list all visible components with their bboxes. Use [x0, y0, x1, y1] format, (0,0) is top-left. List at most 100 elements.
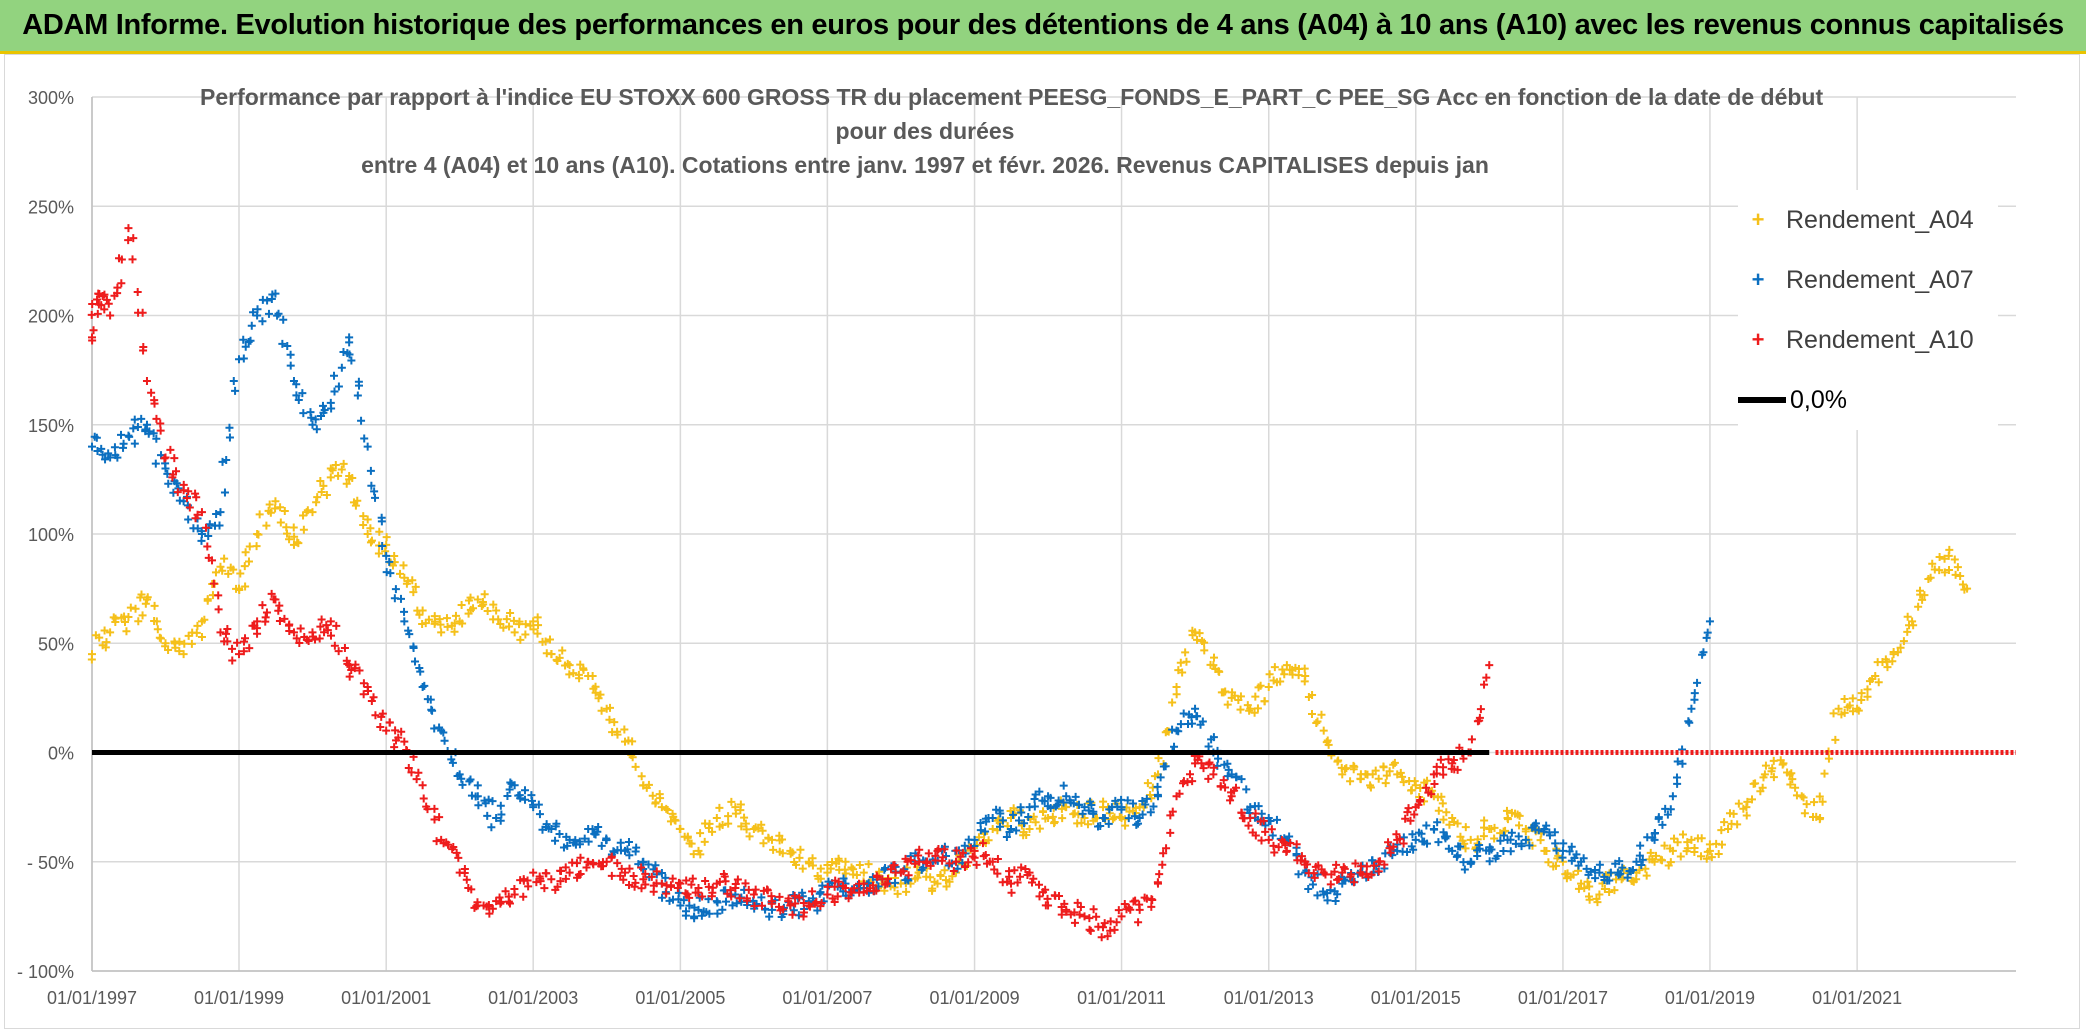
- series-rendement-a04-point: [502, 615, 511, 624]
- series-rendement-a10-point: [317, 615, 326, 624]
- series-rendement-a04-point: [1785, 770, 1794, 779]
- series-rendement-a04-point: [1863, 692, 1872, 701]
- series-rendement-a04-point: [1181, 648, 1190, 657]
- series-rendement-a10-point: [1237, 808, 1246, 817]
- series-rendement-a04-point: [913, 873, 922, 882]
- series-rendement-a10-point: [1126, 905, 1135, 914]
- series-rendement-a04-point: [337, 465, 346, 474]
- series-rendement-a04-point: [478, 598, 487, 607]
- series-rendement-a04-point: [1276, 677, 1285, 686]
- series-rendement-a04-point: [1914, 602, 1923, 611]
- series-rendement-a04-point: [902, 887, 911, 896]
- series-rendement-a04-point: [1690, 844, 1699, 853]
- x-tick-label: 01/01/2001: [341, 988, 431, 1008]
- series-rendement-a04-point: [1250, 708, 1259, 717]
- series-rendement-a07-point: [1591, 874, 1600, 883]
- series-rendement-a07-point: [1636, 841, 1645, 850]
- series-rendement-a07-point: [981, 827, 990, 836]
- series-rendement-a07-point: [457, 774, 466, 783]
- series-rendement-a07-point: [1046, 793, 1055, 802]
- report-title: ADAM Informe. Evolution historique des p…: [22, 9, 2064, 41]
- series-rendement-a04-point: [1374, 774, 1383, 783]
- series-rendement-a10-point: [952, 846, 961, 855]
- series-rendement-a10-point: [733, 875, 742, 884]
- series-rendement-a07-point: [1074, 800, 1083, 809]
- series-rendement-a04-point: [769, 845, 778, 854]
- series-rendement-a04-point: [443, 622, 452, 631]
- series-rendement-a04-point: [823, 868, 832, 877]
- series-rendement-a10-point: [1475, 716, 1484, 725]
- series-rendement-a07-point: [247, 321, 256, 330]
- series-rendement-a10-point: [209, 579, 218, 588]
- series-rendement-a04-point: [424, 615, 433, 624]
- series-rendement-a10-point: [1168, 807, 1177, 816]
- series-rendement-a04-point: [200, 615, 209, 624]
- series-rendement-a10-point: [371, 711, 380, 720]
- series-rendement-a10-point: [1427, 790, 1436, 799]
- series-rendement-a04-point: [767, 835, 776, 844]
- series-rendement-a07-point: [458, 780, 467, 789]
- series-rendement-a07-point: [1493, 852, 1502, 861]
- series-rendement-a04-point: [1593, 898, 1602, 907]
- series-rendement-a10-point: [1439, 763, 1448, 772]
- series-rendement-a10-point: [1340, 864, 1349, 873]
- series-rendement-a10-point: [142, 377, 151, 386]
- series-rendement-a04-point: [382, 540, 391, 549]
- series-rendement-a10-point: [1281, 841, 1290, 850]
- series-rendement-a10-point: [1453, 765, 1462, 774]
- series-rendement-a10-point: [315, 634, 324, 643]
- series-rendement-a07-point: [1149, 802, 1158, 811]
- series-rendement-a07-point: [1266, 817, 1275, 826]
- series-rendement-a10-point: [1259, 816, 1268, 825]
- series-rendement-a07-point: [377, 513, 386, 522]
- series-rendement-a07-point: [1191, 704, 1200, 713]
- series-rendement-a10-point: [460, 869, 469, 878]
- series-rendement-a07-point: [1059, 781, 1068, 790]
- series-rendement-a10-point: [915, 845, 924, 854]
- series-rendement-a10-point: [304, 637, 313, 646]
- series-rendement-a04-point: [1501, 826, 1510, 835]
- series-rendement-a07-point: [400, 607, 409, 616]
- series-rendement-a07-point: [881, 863, 890, 872]
- series-rendement-a07-point: [1123, 796, 1132, 805]
- series-rendement-a10-point: [1199, 764, 1208, 773]
- series-rendement-a10-point: [804, 901, 813, 910]
- legend-label-zero: 0,0%: [1790, 385, 1847, 414]
- series-rendement-a10-point: [168, 473, 177, 482]
- series-rendement-a04-point: [280, 507, 289, 516]
- series-rendement-a10-point: [435, 813, 444, 822]
- series-rendement-a04-point: [1195, 629, 1204, 638]
- series-rendement-a10-point: [1244, 821, 1253, 830]
- series-rendement-a04-point: [1551, 861, 1560, 870]
- series-rendement-a04-point: [718, 820, 727, 829]
- series-rendement-a07-point: [101, 455, 110, 464]
- series-rendement-a10-point: [1099, 923, 1108, 932]
- series-rendement-a07-point: [1616, 869, 1625, 878]
- series-rendement-a04-point: [1769, 756, 1778, 765]
- series-rendement-a07-point: [1699, 648, 1708, 657]
- series-rendement-a04-point: [1300, 677, 1309, 686]
- series-rendement-a10-point: [1349, 878, 1358, 887]
- series-rendement-a10-point: [915, 857, 924, 866]
- series-rendement-a10-point: [1103, 932, 1112, 941]
- series-rendement-a10-point: [100, 290, 109, 299]
- series-rendement-a04-point: [1702, 854, 1711, 863]
- series-rendement-a10-point: [1326, 880, 1335, 889]
- series-rendement-a04-point: [1831, 735, 1840, 744]
- series-rendement-a04-point: [1083, 820, 1092, 829]
- series-rendement-a10-point: [484, 902, 493, 911]
- series-rendement-a04-point: [1767, 767, 1776, 776]
- y-tick-label: 0%: [48, 744, 74, 764]
- series-rendement-a10-point: [1089, 905, 1098, 914]
- series-rendement-a04-point: [1818, 797, 1827, 806]
- series-rendement-a04-point: [138, 611, 147, 620]
- series-rendement-a04-point: [312, 498, 321, 507]
- series-rendement-a04-point: [740, 813, 749, 822]
- series-rendement-a07-point: [1014, 816, 1023, 825]
- legend-marker-a04: +: [1751, 207, 1765, 232]
- series-rendement-a04-point: [808, 854, 817, 863]
- series-rendement-a04-point: [1264, 682, 1273, 691]
- series-rendement-a07-point: [1308, 880, 1317, 889]
- series-rendement-a04-point: [631, 762, 640, 771]
- series-rendement-a10-point: [418, 781, 427, 790]
